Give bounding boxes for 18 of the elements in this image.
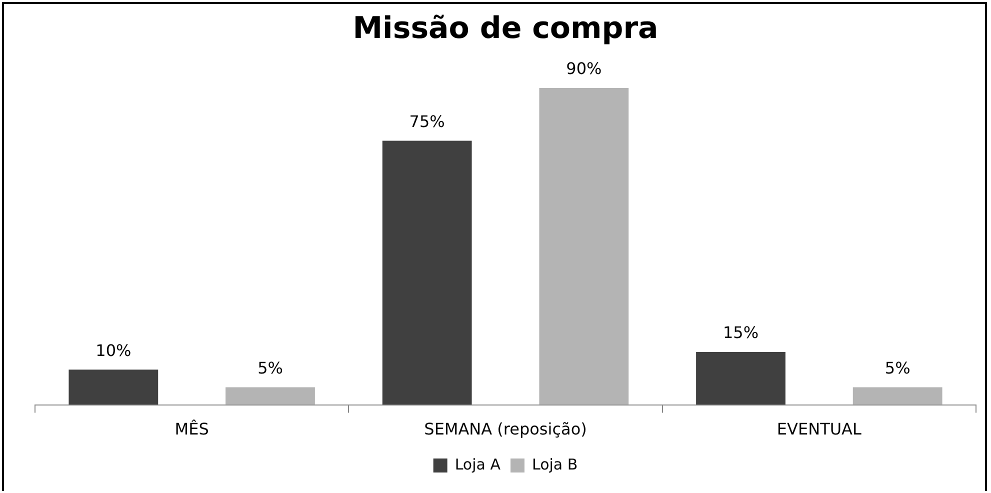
data-label: 5% bbox=[884, 358, 910, 378]
x-tick-label: EVENTUAL bbox=[776, 420, 862, 439]
x-tick-label: SEMANA (reposição) bbox=[424, 420, 587, 439]
bar bbox=[382, 140, 472, 405]
data-label: 90% bbox=[566, 59, 602, 78]
x-tick-label: MÊS bbox=[174, 420, 209, 439]
bar bbox=[68, 370, 158, 405]
bar bbox=[852, 387, 942, 405]
data-label: 5% bbox=[258, 358, 283, 378]
bar bbox=[696, 352, 786, 405]
bar bbox=[226, 387, 315, 405]
legend-label: Loja A bbox=[454, 455, 502, 474]
data-label: 75% bbox=[409, 112, 445, 131]
data-label: 15% bbox=[722, 323, 759, 342]
bar bbox=[539, 88, 629, 405]
legend-label: Loja B bbox=[532, 455, 578, 474]
chart-title: Missão de compra bbox=[352, 10, 658, 46]
data-label: 10% bbox=[96, 340, 132, 360]
